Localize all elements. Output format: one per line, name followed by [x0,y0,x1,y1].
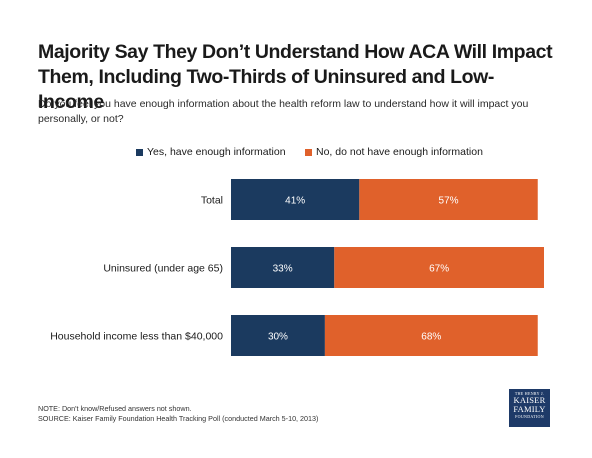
bar-no [359,179,538,220]
data-label-no: 57% [439,196,459,207]
legend-swatch-yes [136,148,143,156]
legend-label-yes: Yes, have enough information [147,146,286,158]
bar-yes [231,315,325,356]
legend: Yes, have enough information No, do not … [0,146,592,162]
category-label: Total [201,195,223,207]
footer-note: NOTE: Don't know/Refused answers not sho… [38,404,192,413]
legend-item-yes: Yes, have enough information [136,146,286,158]
logo-line1: THE HENRY J. [514,391,545,396]
logo-line4: FOUNDATION [515,414,544,419]
chart-title: Majority Say They Don’t Understand How A… [38,41,553,113]
data-label-yes: 30% [268,332,288,343]
footer: NOTE: Don't know/Refused answers not sho… [38,404,458,424]
category-label: Household income less than $40,000 [50,331,223,343]
legend-label-no: No, do not have enough information [316,146,483,158]
logo-line3: FAMILY [513,404,546,414]
legend-swatch-no [305,148,312,156]
data-label-yes: 41% [285,196,305,207]
data-label-no: 67% [429,264,449,275]
legend-item-no: No, do not have enough information [305,146,483,158]
data-label-yes: 33% [273,264,293,275]
survey-question: Do you feel you have enough information … [38,98,529,125]
footer-source: SOURCE: Kaiser Family Foundation Health … [38,414,319,423]
logo-line2: KAISER [513,395,546,405]
bar-no [334,247,544,288]
category-label: Uninsured (under age 65) [103,263,223,275]
data-label-no: 68% [421,332,441,343]
bar-yes [231,179,360,220]
kff-logo: THE HENRY J. KAISER FAMILY FOUNDATION [509,389,550,427]
bar-yes [231,247,335,288]
bar-no [324,315,538,356]
